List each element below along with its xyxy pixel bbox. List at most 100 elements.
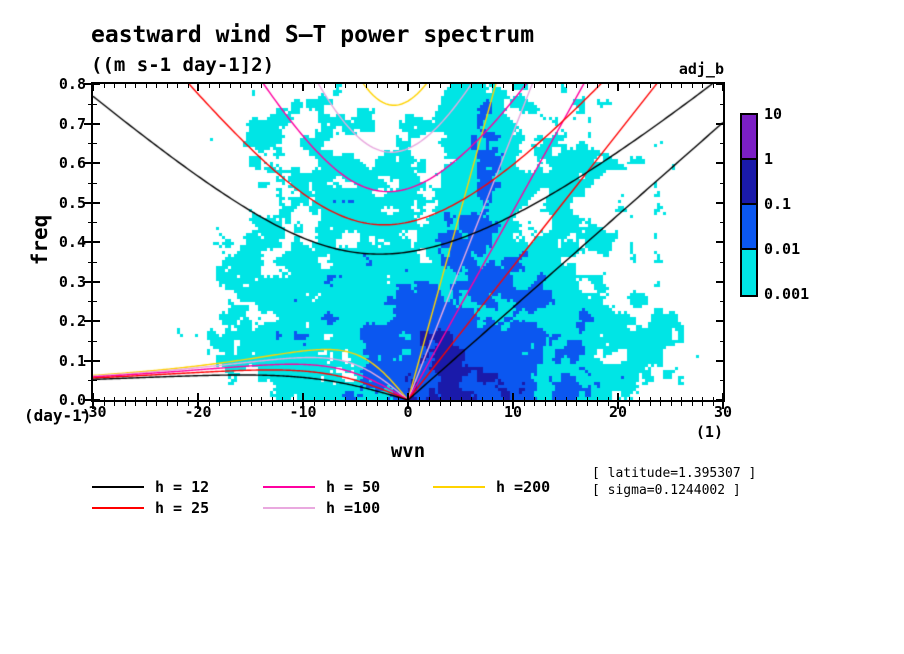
legend-item: h = 12 [92, 478, 209, 496]
x-tick [492, 402, 493, 406]
colorbar-segment [740, 203, 758, 252]
legend-item: h = 50 [263, 478, 380, 496]
x-tick [156, 402, 157, 406]
y-tick [84, 281, 91, 283]
x-tick [377, 402, 378, 406]
x-tick [566, 402, 567, 406]
legend-label: h = 12 [155, 478, 210, 496]
colorbar-label: 0.001 [764, 285, 810, 303]
legend-swatch [263, 486, 315, 488]
x-tick [272, 402, 273, 406]
x-tick [167, 402, 168, 406]
x-tick [524, 402, 525, 406]
x-tick [314, 402, 315, 406]
y-tick [84, 202, 91, 204]
x-tick [576, 402, 577, 406]
x-tick-label: 30 [713, 403, 733, 421]
colorbar-segment [740, 248, 758, 297]
x-tick [324, 402, 325, 406]
x-tick [597, 402, 598, 406]
colorbar-label: 0.01 [764, 240, 801, 258]
x-tick-label: -20 [184, 403, 212, 421]
x-tick [534, 402, 535, 406]
x-tick [639, 402, 640, 406]
x-tick [135, 402, 136, 406]
x-tick [681, 402, 682, 406]
y-tick-label: 0.1 [58, 351, 86, 370]
x-tick-label: 20 [608, 403, 628, 421]
x-tick [398, 402, 399, 406]
x-tick [407, 402, 409, 409]
legend-swatch [263, 507, 315, 509]
x-tick [660, 402, 661, 406]
x-tick [387, 402, 388, 406]
x-axis-unit: (1) [695, 423, 723, 441]
x-tick [293, 402, 294, 406]
x-tick-label: -10 [289, 403, 317, 421]
x-tick [197, 402, 199, 409]
x-tick [713, 402, 714, 406]
x-tick [335, 402, 336, 406]
x-tick [114, 402, 115, 406]
x-axis-title: wvn [390, 440, 426, 462]
x-tick [617, 402, 619, 409]
y-tick [84, 320, 91, 322]
colorbar-label: 10 [764, 105, 783, 123]
x-tick [545, 402, 546, 406]
y-tick [84, 360, 91, 362]
y-axis-unit: (day-1) [24, 406, 92, 425]
x-tick [692, 402, 693, 406]
y-tick [84, 399, 91, 401]
x-tick [345, 402, 346, 406]
y-axis-title: freq [28, 214, 52, 266]
legend-label: h =100 [326, 499, 381, 517]
legend-swatch [433, 486, 485, 488]
legend-swatch [92, 486, 144, 488]
legend-label: h =200 [496, 478, 551, 496]
x-tick [219, 402, 220, 406]
colorbar-label: 0.1 [764, 195, 792, 213]
x-tick [555, 402, 556, 406]
x-tick [177, 402, 178, 406]
legend-item: h = 25 [92, 499, 209, 517]
x-tick [282, 402, 283, 406]
x-tick [240, 402, 241, 406]
x-tick [366, 402, 367, 406]
corner-tag: adj_b [678, 60, 724, 78]
y-tick-label: 0.2 [58, 312, 86, 330]
plot-area [91, 82, 725, 402]
x-tick [461, 402, 462, 406]
colorbar-label: 1 [764, 150, 774, 168]
x-tick-label: 10 [503, 403, 523, 421]
x-tick [302, 402, 304, 409]
page-subtitle: ((m s-1 day-1]2) [91, 54, 275, 76]
x-tick [440, 402, 441, 406]
x-tick [722, 402, 724, 409]
x-tick [702, 402, 703, 406]
x-tick [146, 402, 147, 406]
x-tick [629, 402, 630, 406]
legend-swatch [92, 507, 144, 509]
y-tick [84, 162, 91, 164]
x-tick [650, 402, 651, 406]
x-tick [261, 402, 262, 406]
x-tick [471, 402, 472, 406]
y-tick-label: 0.6 [58, 154, 86, 172]
x-tick-label: 0 [403, 403, 413, 421]
legend-label: h = 25 [155, 499, 210, 517]
annotation-latitude: [ latitude=1.395307 ] [592, 466, 757, 481]
legend-item: h =200 [433, 478, 550, 496]
y-tick [84, 241, 91, 243]
x-tick [125, 402, 126, 406]
x-tick [429, 402, 430, 406]
y-tick [84, 83, 91, 85]
x-tick [482, 402, 483, 406]
x-tick [419, 402, 420, 406]
x-tick [671, 402, 672, 406]
page-title: eastward wind S—T power spectrum [91, 22, 535, 48]
x-tick [587, 402, 588, 406]
annotation-sigma: [ sigma=0.1244002 ] [592, 483, 741, 498]
x-tick [608, 402, 609, 406]
x-tick [512, 402, 514, 409]
x-tick [503, 402, 504, 406]
